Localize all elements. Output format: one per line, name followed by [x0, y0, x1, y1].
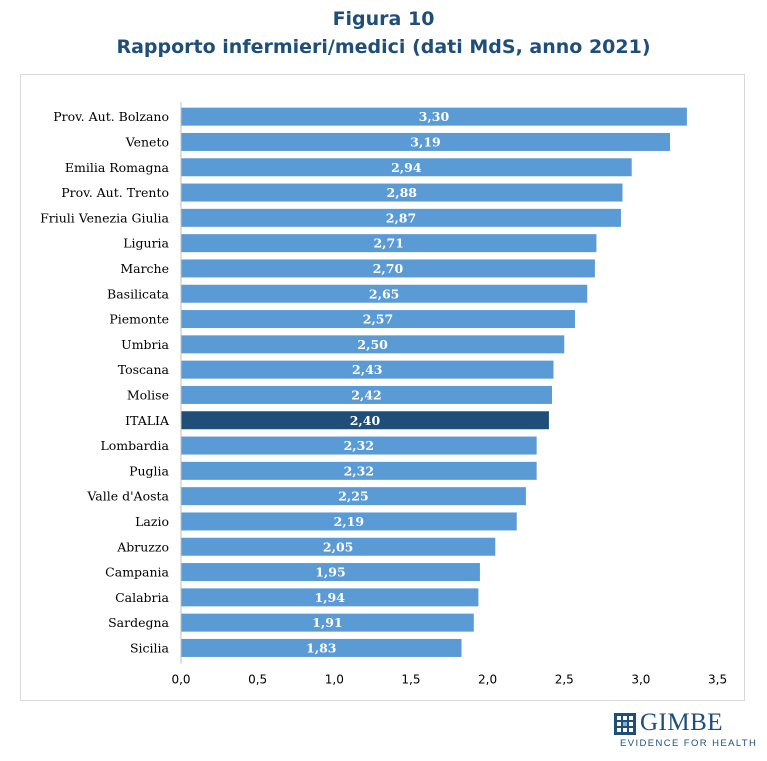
bar-value-label: 3,19 — [410, 134, 440, 149]
bar-value-label: 2,71 — [373, 236, 403, 251]
category-label: Campania — [105, 565, 169, 580]
bar — [181, 537, 496, 556]
category-label: Sardegna — [108, 615, 169, 630]
bar — [181, 234, 597, 253]
category-label: Marche — [120, 261, 169, 276]
category-label: Veneto — [125, 134, 169, 149]
bar — [181, 563, 480, 582]
bar — [181, 487, 526, 506]
bar — [181, 360, 554, 379]
category-label: Lombardia — [100, 438, 169, 453]
bar — [181, 461, 537, 480]
bar — [181, 512, 517, 531]
bar-value-label: 3,30 — [419, 109, 450, 124]
bar — [181, 588, 479, 607]
bar-value-label: 2,50 — [357, 337, 388, 352]
bar — [181, 284, 588, 303]
bar — [181, 132, 671, 151]
bar-value-label: 1,91 — [312, 615, 342, 630]
category-label: Liguria — [123, 236, 169, 251]
category-label: Prov. Aut. Bolzano — [53, 109, 169, 124]
category-label: Prov. Aut. Trento — [61, 185, 169, 200]
bar-value-label: 2,87 — [386, 210, 416, 225]
bar-value-label: 2,40 — [350, 413, 381, 428]
category-label: Toscana — [118, 362, 170, 377]
category-label: Lazio — [135, 514, 169, 529]
category-label: ITALIA — [125, 413, 170, 428]
x-tick-label: 0,0 — [171, 673, 190, 687]
x-tick-label: 1,5 — [401, 673, 420, 687]
category-label: Emilia Romagna — [65, 160, 170, 175]
chart-title: Rapporto infermieri/medici (dati MdS, an… — [116, 36, 651, 58]
category-label: Molise — [127, 387, 169, 402]
bar-value-label: 2,57 — [363, 312, 393, 327]
title-block: Figura 10 Rapporto infermieri/medici (da… — [0, 6, 767, 62]
bar-value-label: 2,88 — [387, 185, 418, 200]
bar-value-label: 2,43 — [352, 362, 382, 377]
bar-value-label: 2,32 — [344, 438, 374, 453]
gimbe-logo-mark-icon — [614, 713, 636, 735]
bar-value-label: 1,95 — [315, 565, 345, 580]
bar — [181, 638, 462, 657]
logo-name: GIMBE — [640, 709, 724, 736]
category-label: Sicilia — [130, 640, 170, 655]
category-label: Puglia — [129, 463, 169, 478]
x-tick-label: 2,5 — [555, 673, 574, 687]
bar — [181, 436, 537, 455]
bar-value-label: 2,25 — [338, 489, 368, 504]
bar — [181, 208, 621, 227]
category-label: Valle d'Aosta — [86, 489, 169, 504]
bar-value-label: 1,94 — [314, 590, 345, 605]
bar — [181, 335, 565, 354]
bar-value-label: 2,94 — [391, 160, 422, 175]
bar-value-label: 2,19 — [334, 514, 364, 529]
category-label: Piemonte — [109, 312, 169, 327]
bar — [181, 107, 687, 126]
gimbe-logo: GIMBE EVIDENCE FOR HEALTH — [614, 708, 756, 754]
bar — [181, 613, 474, 632]
bar-value-label: 1,83 — [306, 640, 336, 655]
category-label: Friuli Venezia Giulia — [40, 210, 169, 225]
bar-value-label: 2,05 — [323, 539, 353, 554]
category-label: Abruzzo — [116, 539, 169, 554]
x-tick-label: 2,0 — [478, 673, 497, 687]
bar — [181, 183, 623, 202]
bar-value-label: 2,70 — [373, 261, 404, 276]
x-tick-label: 3,5 — [708, 673, 727, 687]
category-label: Calabria — [115, 590, 169, 605]
category-label: Umbria — [121, 337, 169, 352]
figure-number: Figura 10 — [332, 8, 435, 30]
x-tick-label: 1,0 — [325, 673, 344, 687]
bar — [181, 259, 595, 278]
logo-tagline: EVIDENCE FOR HEALTH — [620, 738, 758, 749]
x-tick-label: 0,5 — [248, 673, 267, 687]
category-label: Basilicata — [107, 286, 170, 301]
bar-value-label: 2,32 — [344, 463, 374, 478]
bar-value-label: 2,42 — [351, 387, 381, 402]
bar — [181, 158, 632, 177]
bar — [181, 411, 549, 430]
bar-value-label: 2,65 — [369, 286, 399, 301]
x-tick-label: 3,0 — [631, 673, 650, 687]
chart-frame — [20, 74, 745, 701]
bar — [181, 310, 575, 329]
bar — [181, 385, 552, 404]
